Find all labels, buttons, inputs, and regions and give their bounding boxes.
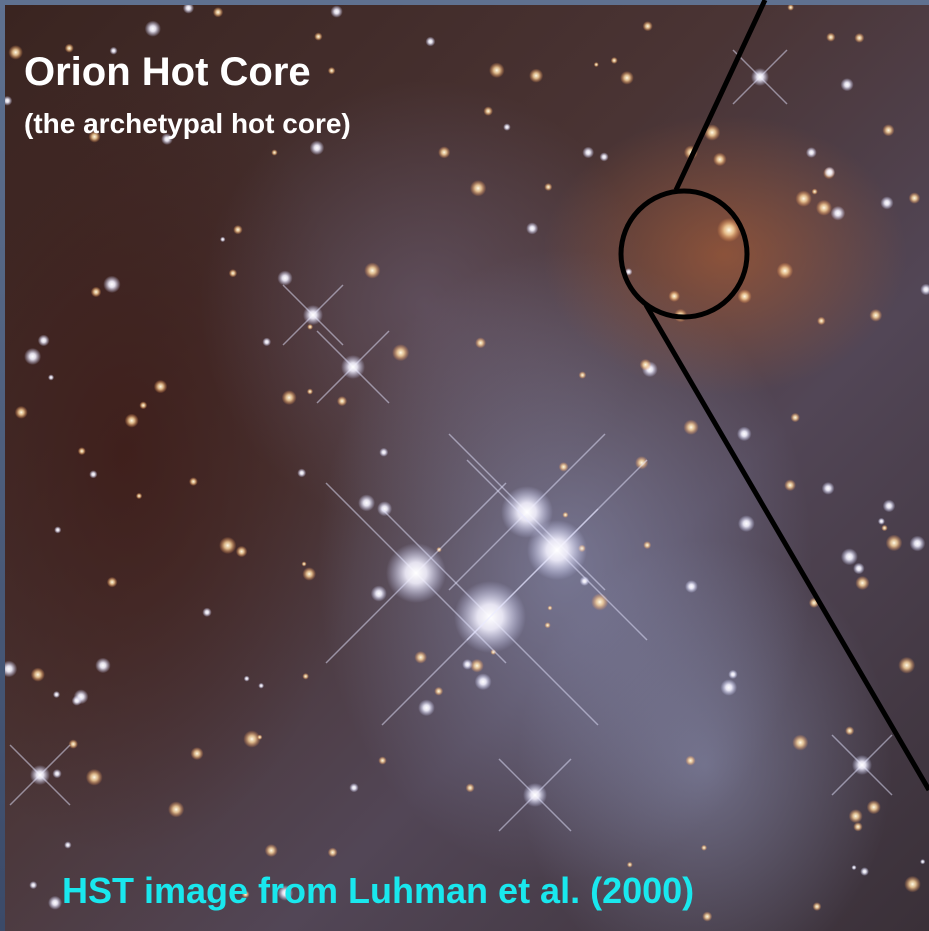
image-credit: HST image from Luhman et al. (2000)	[62, 870, 694, 912]
slide: Orion Hot Core (the archetypal hot core)…	[0, 0, 929, 931]
zoom-line	[676, 0, 765, 190]
subtitle: (the archetypal hot core)	[24, 108, 351, 140]
zoom-line	[646, 305, 929, 790]
hot-core-circle	[621, 191, 747, 317]
title: Orion Hot Core	[24, 50, 311, 95]
